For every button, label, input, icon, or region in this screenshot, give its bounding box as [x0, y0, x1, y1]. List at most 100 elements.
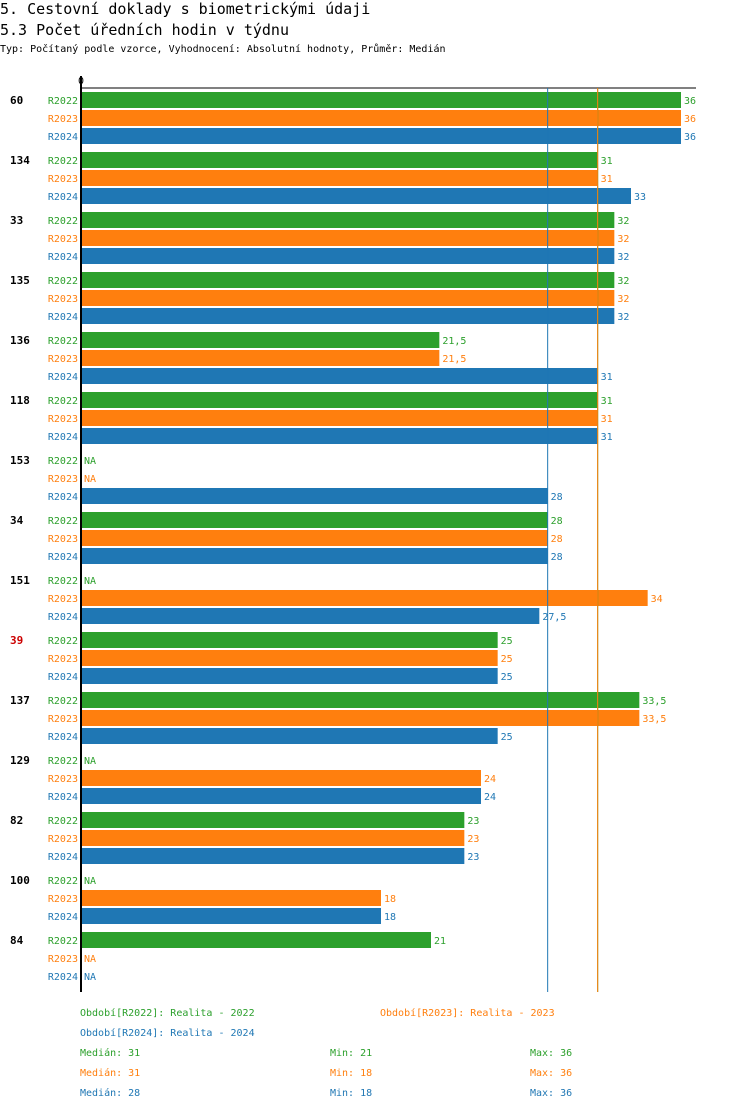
- na-label: NA: [84, 876, 96, 887]
- value-label: 32: [617, 312, 629, 323]
- bar: [81, 188, 631, 204]
- value-label: 31: [601, 396, 613, 407]
- series-label: R2022: [48, 876, 78, 887]
- series-label: R2022: [48, 276, 78, 287]
- bar-chart: 060R202236R202336R202436134R202231R20233…: [10, 76, 696, 992]
- bar: [81, 212, 615, 228]
- bar: [81, 368, 598, 384]
- bar: [81, 410, 598, 426]
- series-label: R2024: [48, 672, 78, 683]
- value-label: 24: [484, 774, 496, 785]
- bar: [81, 332, 440, 348]
- bar: [81, 392, 598, 408]
- bar: [81, 608, 540, 624]
- bar: [81, 152, 598, 168]
- value-label: 31: [601, 432, 613, 443]
- series-label: R2023: [48, 534, 78, 545]
- series-label: R2024: [48, 792, 78, 803]
- value-label: 28: [551, 492, 563, 503]
- series-label: R2022: [48, 516, 78, 527]
- category-label: 39: [10, 634, 23, 647]
- value-label: 31: [601, 372, 613, 383]
- bar: [81, 248, 615, 264]
- stat-median-r2022: Medián: 31: [80, 1048, 141, 1059]
- value-label: 34: [651, 594, 663, 605]
- series-label: R2022: [48, 216, 78, 227]
- value-label: 33,5: [642, 696, 666, 707]
- series-label: R2023: [48, 774, 78, 785]
- bar: [81, 350, 440, 366]
- bar: [81, 788, 481, 804]
- series-label: R2024: [48, 192, 78, 203]
- series-label: R2022: [48, 936, 78, 947]
- value-label: 21,5: [442, 336, 466, 347]
- series-label: R2022: [48, 756, 78, 767]
- bar: [81, 512, 548, 528]
- value-label: 32: [617, 252, 629, 263]
- value-label: 23: [467, 852, 479, 863]
- series-label: R2023: [48, 954, 78, 965]
- value-label: 32: [617, 216, 629, 227]
- series-label: R2023: [48, 294, 78, 305]
- stat-median-r2024: Medián: 28: [80, 1088, 141, 1099]
- stat-min-r2022: Min: 21: [330, 1048, 373, 1059]
- category-label: 118: [10, 394, 30, 407]
- value-label: 36: [684, 132, 696, 143]
- bar: [81, 890, 381, 906]
- bar: [81, 848, 465, 864]
- series-label: R2024: [48, 432, 78, 443]
- category-label: 82: [10, 814, 23, 827]
- bar: [81, 170, 598, 186]
- series-label: R2023: [48, 234, 78, 245]
- series-label: R2022: [48, 576, 78, 587]
- legend-r2022: Období[R2022]: Realita - 2022: [80, 1008, 255, 1019]
- series-label: R2024: [48, 252, 78, 263]
- bar: [81, 530, 548, 546]
- value-label: 33,5: [642, 714, 666, 725]
- bar: [81, 770, 481, 786]
- value-label: 24: [484, 792, 496, 803]
- chart-subtitle: 5.3 Počet úředních hodin v týdnu: [0, 21, 289, 39]
- bar: [81, 908, 381, 924]
- na-label: NA: [84, 456, 96, 467]
- series-label: R2023: [48, 654, 78, 665]
- legend-r2024: Období[R2024]: Realita - 2024: [80, 1028, 255, 1039]
- value-label: 31: [601, 414, 613, 425]
- value-label: 28: [551, 552, 563, 563]
- bar: [81, 728, 498, 744]
- value-label: 32: [617, 234, 629, 245]
- category-label: 153: [10, 454, 30, 467]
- stat-max-r2022: Max: 36: [530, 1048, 573, 1059]
- stat-median-r2023: Medián: 31: [80, 1068, 141, 1079]
- category-label: 136: [10, 334, 30, 347]
- value-label: 25: [501, 732, 513, 743]
- series-label: R2022: [48, 636, 78, 647]
- bar: [81, 590, 648, 606]
- bar: [81, 812, 465, 828]
- category-label: 135: [10, 274, 30, 287]
- value-label: 31: [601, 174, 613, 185]
- value-label: 32: [617, 294, 629, 305]
- category-label: 84: [10, 934, 24, 947]
- series-label: R2024: [48, 612, 78, 623]
- series-label: R2023: [48, 714, 78, 725]
- value-label: 23: [467, 834, 479, 845]
- legend-r2023: Období[R2023]: Realita - 2023: [380, 1008, 555, 1019]
- category-label: 60: [10, 94, 23, 107]
- category-label: 33: [10, 214, 23, 227]
- series-label: R2024: [48, 852, 78, 863]
- category-label: 137: [10, 694, 30, 707]
- series-label: R2023: [48, 174, 78, 185]
- series-label: R2023: [48, 114, 78, 125]
- value-label: 33: [634, 192, 646, 203]
- series-label: R2023: [48, 894, 78, 905]
- value-label: 21: [434, 936, 446, 947]
- bar: [81, 632, 498, 648]
- series-label: R2022: [48, 456, 78, 467]
- series-label: R2023: [48, 354, 78, 365]
- bar: [81, 110, 681, 126]
- value-label: 18: [384, 912, 396, 923]
- bar: [81, 272, 615, 288]
- category-label: 134: [10, 154, 30, 167]
- category-label: 100: [10, 874, 30, 887]
